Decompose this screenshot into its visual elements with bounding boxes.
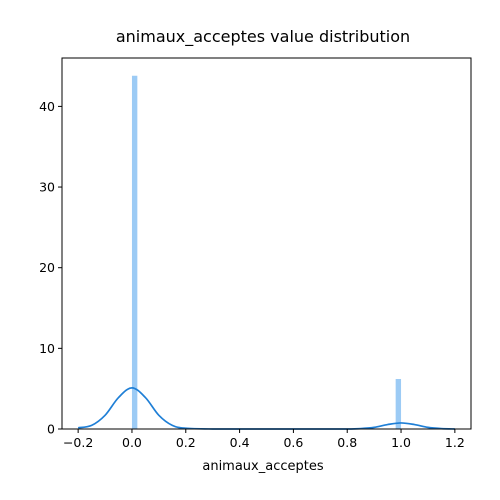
x-tick-label-6: 1.0: [391, 435, 411, 450]
x-tick-label-7: 1.2: [445, 435, 465, 450]
x-tick-label-5: 0.8: [337, 435, 357, 450]
x-tick-label-2: 0.2: [176, 435, 196, 450]
x-tick-label-1: 0.0: [122, 435, 142, 450]
y-tick-label-0: 0: [47, 422, 55, 437]
y-axis: 0 10 20 30 40: [39, 99, 62, 437]
x-axis-label: animaux_acceptes: [202, 459, 323, 474]
chart-title: animaux_acceptes value distribution: [116, 27, 410, 47]
x-tick-label-3: 0.4: [230, 435, 250, 450]
x-tick-label-0: −0.2: [63, 435, 93, 450]
y-tick-label-4: 40: [39, 99, 55, 114]
y-tick-label-2: 20: [39, 260, 55, 275]
histogram-bars: [131, 75, 402, 430]
plot-frame: [61, 57, 472, 430]
x-tick-label-4: 0.6: [283, 435, 303, 450]
x-axis: −0.2 0.0 0.2 0.4 0.6 0.8 1.0 1.2: [63, 429, 465, 450]
histogram-bar-0: [131, 75, 138, 430]
histogram-bar-1: [395, 378, 402, 429]
y-tick-label-1: 10: [39, 341, 55, 356]
y-tick-label-3: 30: [39, 180, 55, 195]
